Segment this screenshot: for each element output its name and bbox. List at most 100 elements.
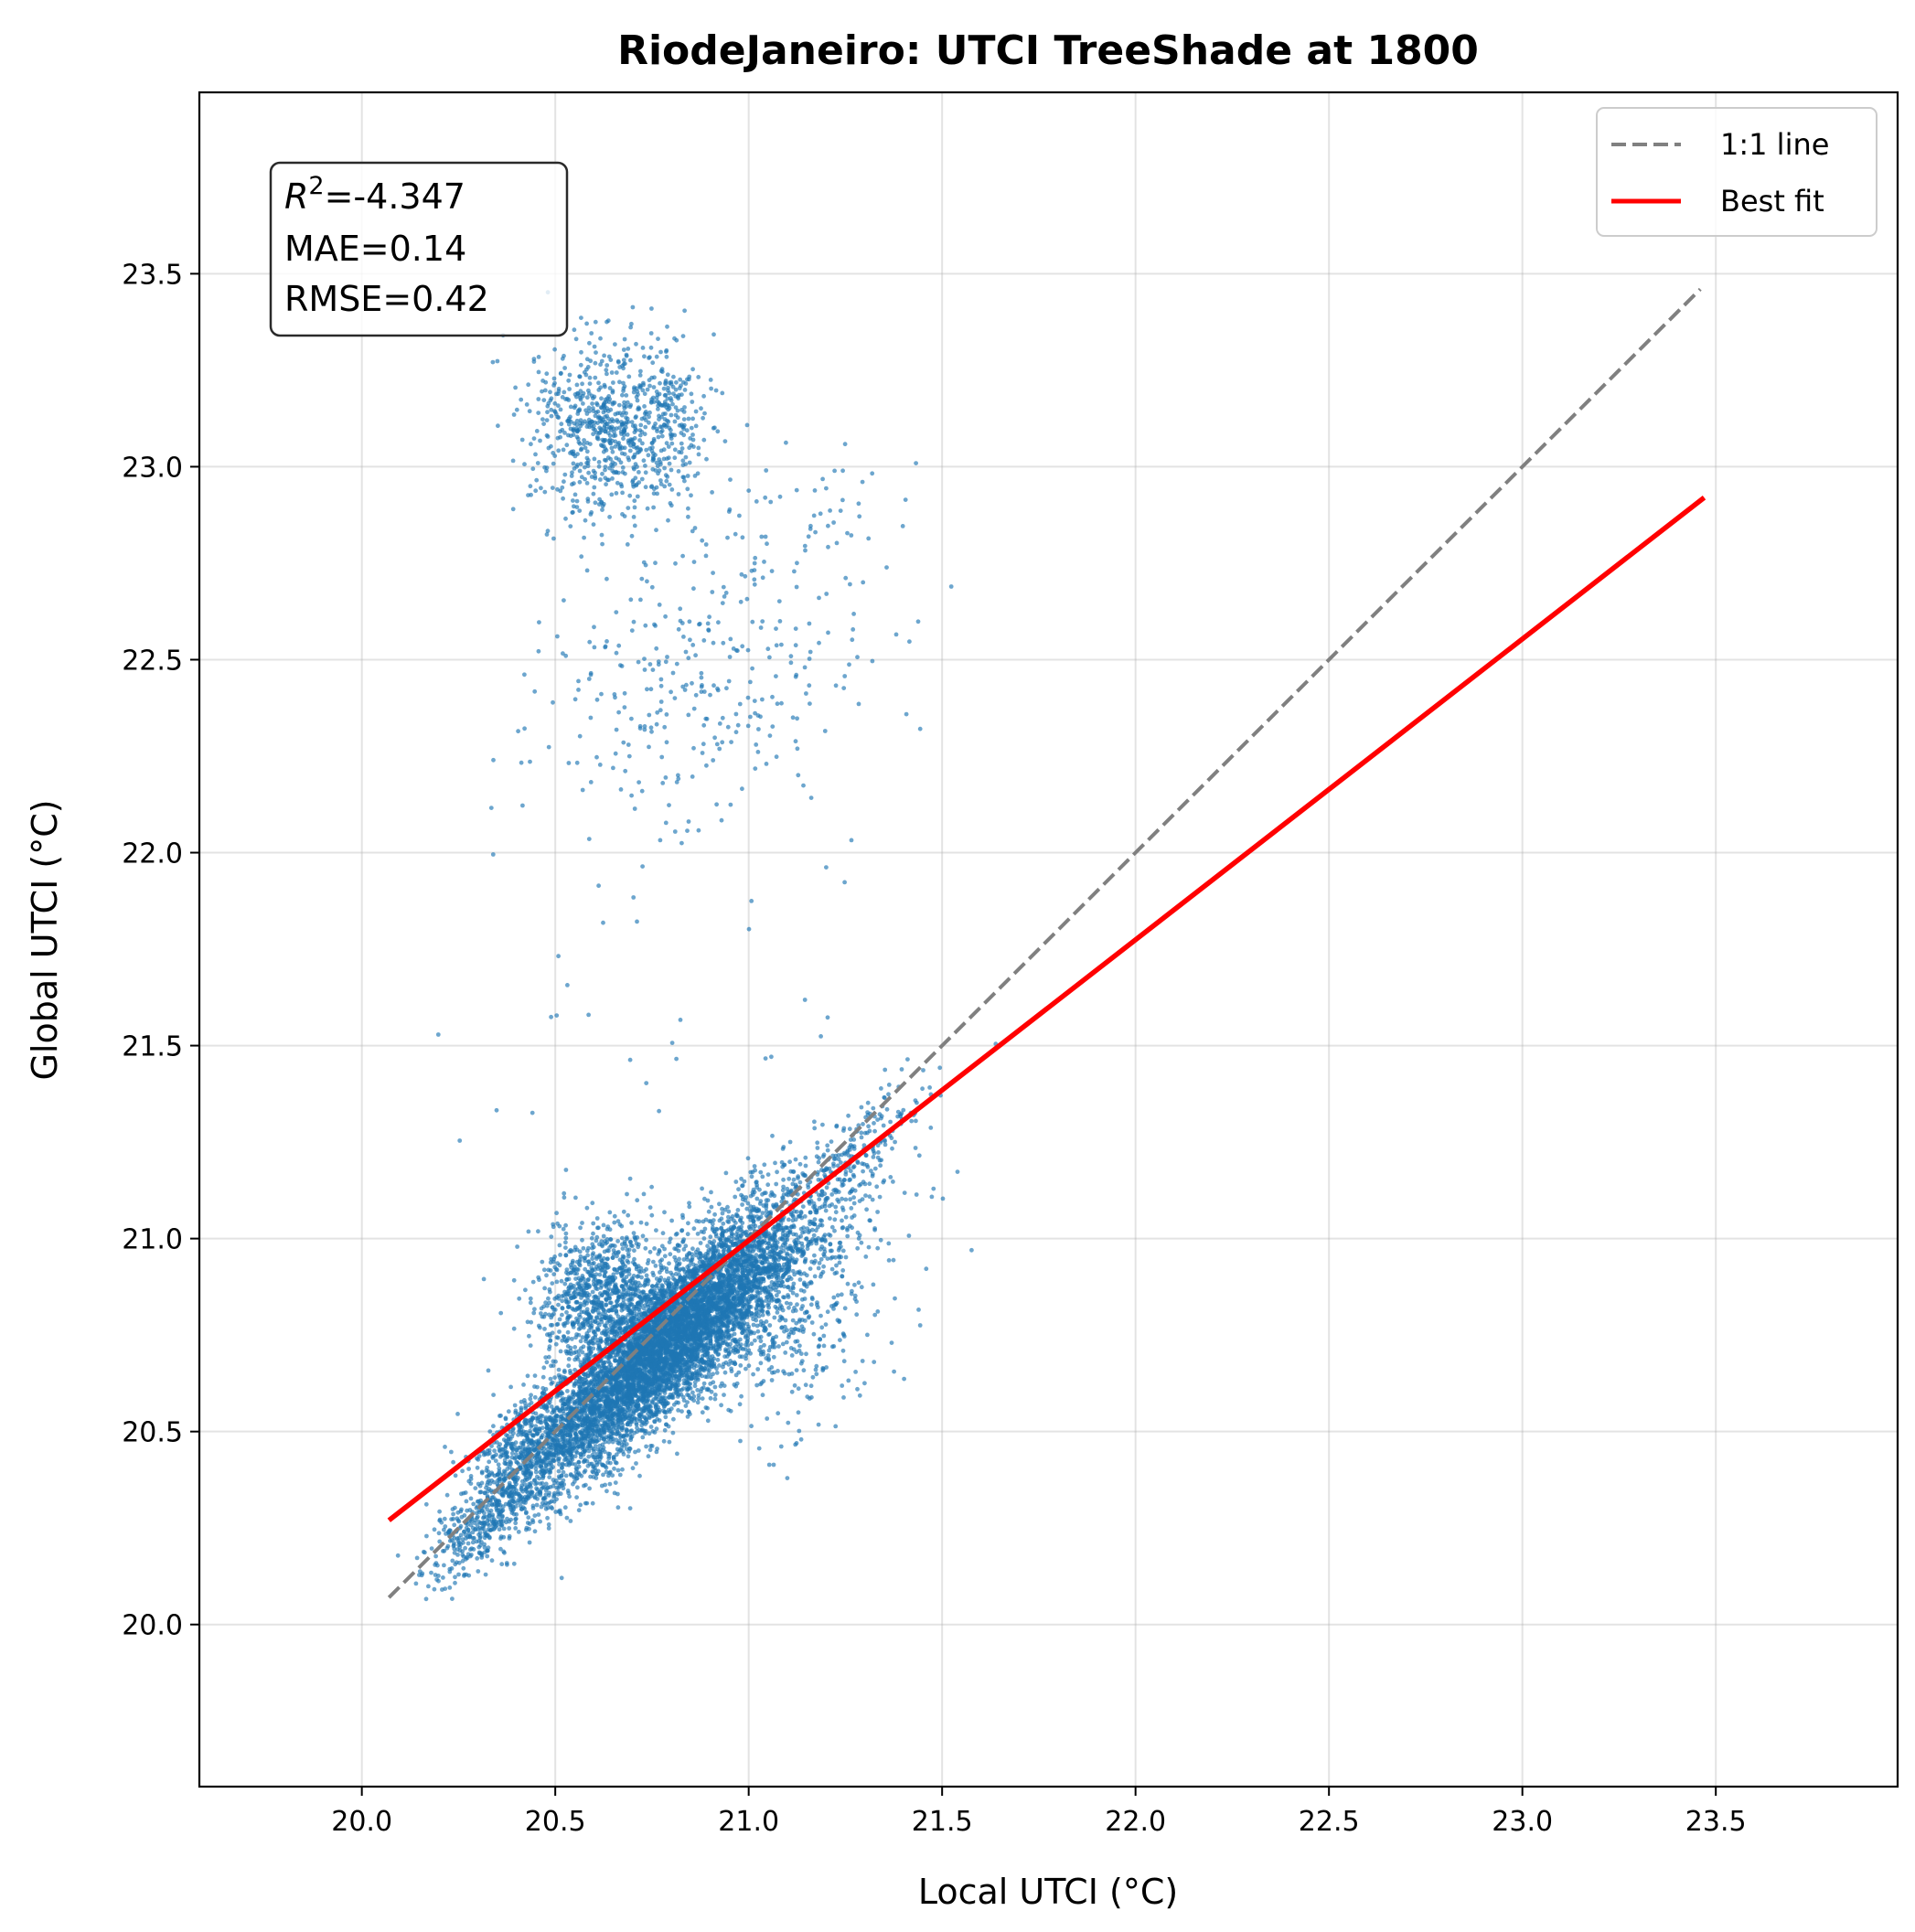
scatter-point: [672, 1246, 678, 1251]
scatter-point: [633, 1449, 637, 1455]
scatter-point: [861, 1169, 865, 1174]
scatter-point: [637, 1473, 642, 1478]
scatter-point: [583, 1500, 588, 1506]
scatter-point: [786, 1176, 792, 1181]
scatter-point: [527, 1540, 532, 1545]
scatter-point: [704, 1374, 710, 1380]
scatter-point: [608, 1460, 613, 1466]
grid-lines: [199, 92, 1898, 1787]
scatter-point: [561, 1486, 566, 1491]
scatter-point: [671, 1416, 676, 1422]
scatter-point: [450, 1596, 455, 1601]
scatter-point: [395, 1553, 401, 1558]
scatter-point: [532, 1513, 538, 1518]
scatter-point: [703, 1252, 709, 1256]
scatter-point: [786, 1217, 791, 1222]
scatter-point: [526, 1515, 531, 1521]
scatter-point: [608, 1469, 613, 1475]
scatter-point: [720, 1206, 724, 1212]
scatter-point: [604, 1489, 609, 1494]
scatter-point: [746, 1363, 752, 1369]
scatter-point: [719, 1216, 724, 1222]
scatter-point: [580, 1350, 585, 1355]
scatter-point: [575, 1485, 580, 1490]
scatter-point: [662, 1427, 668, 1433]
scatter-point: [574, 1495, 579, 1500]
scatter-point: [647, 1431, 652, 1436]
scatter-point: [626, 1454, 631, 1459]
scatter-point: [552, 1375, 557, 1380]
scatter-point: [560, 1480, 564, 1486]
scatter-point: [754, 1323, 760, 1329]
scatter-point: [758, 1214, 764, 1220]
scatter-point: [591, 1475, 596, 1479]
scatter-points: [395, 290, 999, 1602]
scatter-point: [702, 1226, 708, 1232]
scatter-point: [770, 1133, 775, 1138]
scatter-point: [620, 1467, 625, 1472]
scatter-point: [666, 1276, 671, 1281]
scatter-point: [532, 1373, 538, 1378]
scatter-point: [613, 1358, 617, 1363]
scatter-point: [529, 1393, 533, 1398]
scatter-point: [601, 1446, 606, 1450]
scatter-point: [528, 1396, 533, 1402]
scatter-point: [695, 1400, 701, 1405]
scatter-point: [578, 1502, 583, 1508]
scatter-point: [650, 1429, 656, 1434]
scatter-point: [667, 1240, 672, 1244]
scatter-point: [685, 1232, 690, 1237]
scatter-point: [541, 1365, 547, 1371]
scatter-point: [635, 1429, 639, 1435]
scatter-point: [620, 1449, 626, 1454]
scatter-point: [712, 1212, 717, 1217]
scatter-point: [686, 1221, 690, 1226]
scatter-point: [489, 1558, 495, 1564]
scatter-point: [661, 1438, 667, 1444]
scatter-point: [568, 1472, 573, 1477]
scatter-point: [711, 1218, 716, 1222]
scatter-point: [801, 1225, 806, 1230]
scatter-point: [627, 1506, 633, 1510]
scatter-point: [499, 1562, 505, 1567]
scatter-point: [700, 1410, 705, 1415]
scatter-point: [705, 1418, 711, 1424]
scatter-point: [651, 1259, 656, 1265]
scatter-point: [707, 1239, 712, 1244]
scatter-point: [876, 1150, 881, 1155]
scatter-point: [773, 1160, 777, 1166]
scatter-point: [722, 1354, 727, 1359]
scatter-point: [423, 1596, 429, 1602]
scatter-point: [595, 1363, 601, 1368]
scatter-point: [582, 1469, 587, 1475]
scatter-point: [787, 1159, 792, 1165]
scatter-point: [760, 1211, 765, 1215]
scatter-point: [686, 1410, 691, 1414]
scatter-point: [690, 1390, 695, 1395]
scatter-point: [712, 1384, 718, 1390]
scatter-point: [803, 1155, 808, 1160]
scatter-point: [843, 1214, 849, 1220]
scatter-point: [705, 1386, 711, 1392]
scatter-point: [648, 1425, 654, 1429]
scatter-point: [582, 1357, 587, 1361]
scatter-point: [829, 1248, 834, 1254]
scatter-point: [617, 1472, 623, 1478]
scatter-point: [653, 1264, 658, 1268]
scatter-point: [562, 1505, 568, 1510]
scatter-point: [715, 1357, 721, 1362]
scatter-point: [485, 1553, 490, 1559]
scatter-point: [720, 1211, 725, 1216]
scatter-point: [701, 1236, 707, 1241]
scatter-point: [749, 1174, 754, 1179]
scatter-point: [468, 1496, 474, 1501]
scatter-point: [451, 1511, 455, 1517]
scatter-point: [696, 1396, 701, 1401]
scatter-point: [700, 1396, 705, 1401]
scatter-point: [859, 1130, 864, 1136]
scatter-point: [612, 1466, 616, 1471]
scatter-point: [545, 1515, 550, 1521]
scatter-point: [558, 1349, 563, 1354]
scatter-point: [754, 1196, 760, 1201]
scatter-point: [675, 1451, 679, 1457]
